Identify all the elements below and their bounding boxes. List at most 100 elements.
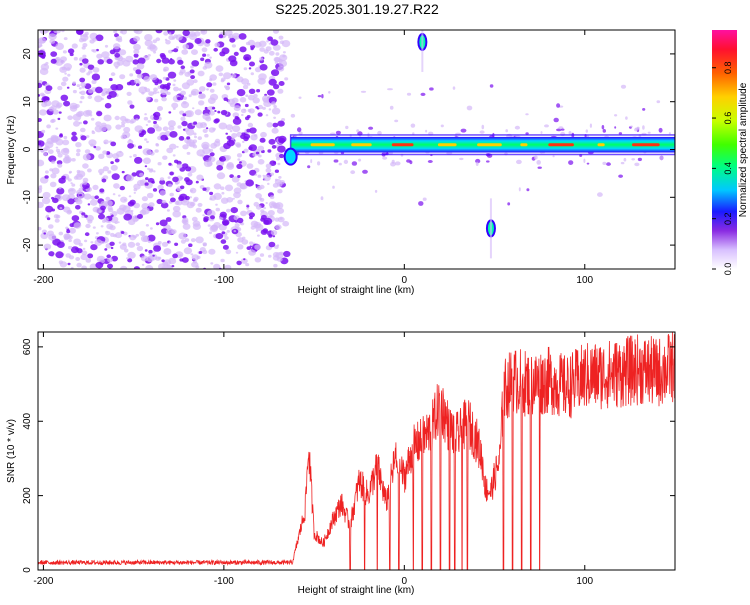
noise-blob <box>391 159 395 164</box>
noise-blob <box>105 230 111 236</box>
signal-peak <box>310 143 335 147</box>
noise-blob <box>182 101 187 105</box>
signal-peak <box>351 143 372 147</box>
noise-blob <box>394 161 401 166</box>
noise-blob <box>220 79 225 83</box>
noise-blob <box>213 47 218 52</box>
noise-blob <box>192 144 198 149</box>
noise-blob <box>176 163 183 169</box>
noise-blob <box>237 74 240 77</box>
noise-blob <box>153 115 160 121</box>
noise-blob <box>620 161 625 165</box>
noise-blob <box>181 49 189 55</box>
noise-blob <box>38 226 42 231</box>
noise-blob <box>73 105 78 109</box>
noise-blob <box>284 77 289 81</box>
noise-blob <box>91 79 97 85</box>
signal-peak <box>520 143 528 147</box>
noise-blob <box>134 78 140 84</box>
noise-blob <box>90 241 94 244</box>
noise-blob <box>180 176 184 180</box>
noise-blob <box>66 210 72 215</box>
noise-blob <box>126 81 132 86</box>
noise-blob <box>268 254 272 258</box>
noise-blob <box>248 212 255 218</box>
noise-blob <box>106 254 111 259</box>
noise-blob <box>189 187 197 194</box>
noise-blob <box>98 213 105 220</box>
signal-spots <box>417 30 496 259</box>
noise-blob <box>155 256 161 261</box>
noise-blob <box>218 34 224 39</box>
noise-blob <box>233 187 242 194</box>
noise-blob <box>121 57 126 62</box>
noise-blob <box>197 202 203 207</box>
noise-blob <box>254 67 262 73</box>
noise-blob <box>307 165 311 169</box>
noise-blob <box>182 113 187 117</box>
noise-blob <box>618 132 623 135</box>
noise-blob <box>107 170 112 174</box>
noise-blob <box>75 257 81 261</box>
noise-blob <box>249 241 254 245</box>
noise-blob <box>175 34 183 41</box>
noise-blob <box>618 174 623 178</box>
noise-blob <box>73 120 80 127</box>
noise-blob <box>95 146 101 151</box>
noise-blob <box>110 232 115 237</box>
noise-blob <box>244 103 249 108</box>
noise-blob <box>190 201 196 207</box>
main-signal-band <box>283 134 675 166</box>
noise-blob <box>272 44 281 51</box>
noise-blob <box>233 105 241 112</box>
noise-blob <box>65 176 70 180</box>
noise-blob <box>238 33 247 40</box>
noise-blob <box>265 167 272 173</box>
noise-blob <box>167 183 173 188</box>
noise-blob <box>525 113 529 116</box>
noise-blob <box>256 89 261 93</box>
noise-blob <box>161 241 169 247</box>
noise-blob <box>228 33 234 39</box>
noise-blob <box>168 125 175 131</box>
noise-blob <box>239 97 247 103</box>
noise-blob <box>209 197 213 201</box>
noise-blob <box>165 217 172 222</box>
noise-blob <box>290 113 296 118</box>
noise-blob <box>110 246 114 250</box>
noise-blob <box>121 120 126 125</box>
noise-blob <box>614 114 618 117</box>
noise-blob <box>129 155 132 158</box>
noise-blob <box>55 251 64 259</box>
noise-blob <box>199 86 206 92</box>
noise-blob <box>568 160 574 166</box>
noise-blob <box>422 197 427 201</box>
noise-blob <box>271 127 279 134</box>
noise-blob <box>50 51 58 57</box>
noise-blob <box>242 84 249 90</box>
noise-blob <box>111 173 120 181</box>
noise-blob <box>256 107 260 110</box>
noise-blob <box>206 88 209 91</box>
noise-blob <box>232 197 235 200</box>
noise-blob <box>63 37 68 41</box>
noise-blob <box>68 245 73 250</box>
noise-blob <box>123 126 131 133</box>
noise-blob <box>283 250 291 258</box>
noise-blob <box>129 73 134 77</box>
noise-blob <box>151 180 155 184</box>
noise-blob <box>40 232 49 240</box>
noise-blob <box>269 195 275 200</box>
noise-blob <box>109 212 113 216</box>
noise-blob <box>96 111 103 117</box>
noise-blob <box>152 254 155 257</box>
noise-blob <box>171 265 175 268</box>
noise-blob <box>253 41 262 48</box>
noise-blob <box>263 207 267 210</box>
noise-blob <box>170 197 176 203</box>
noise-blob <box>418 201 424 206</box>
noise-blob <box>87 168 92 173</box>
noise-blob <box>166 82 171 87</box>
noise-blob <box>191 49 198 55</box>
spectrogram-y-label: Frequency (Hz) <box>6 116 17 185</box>
